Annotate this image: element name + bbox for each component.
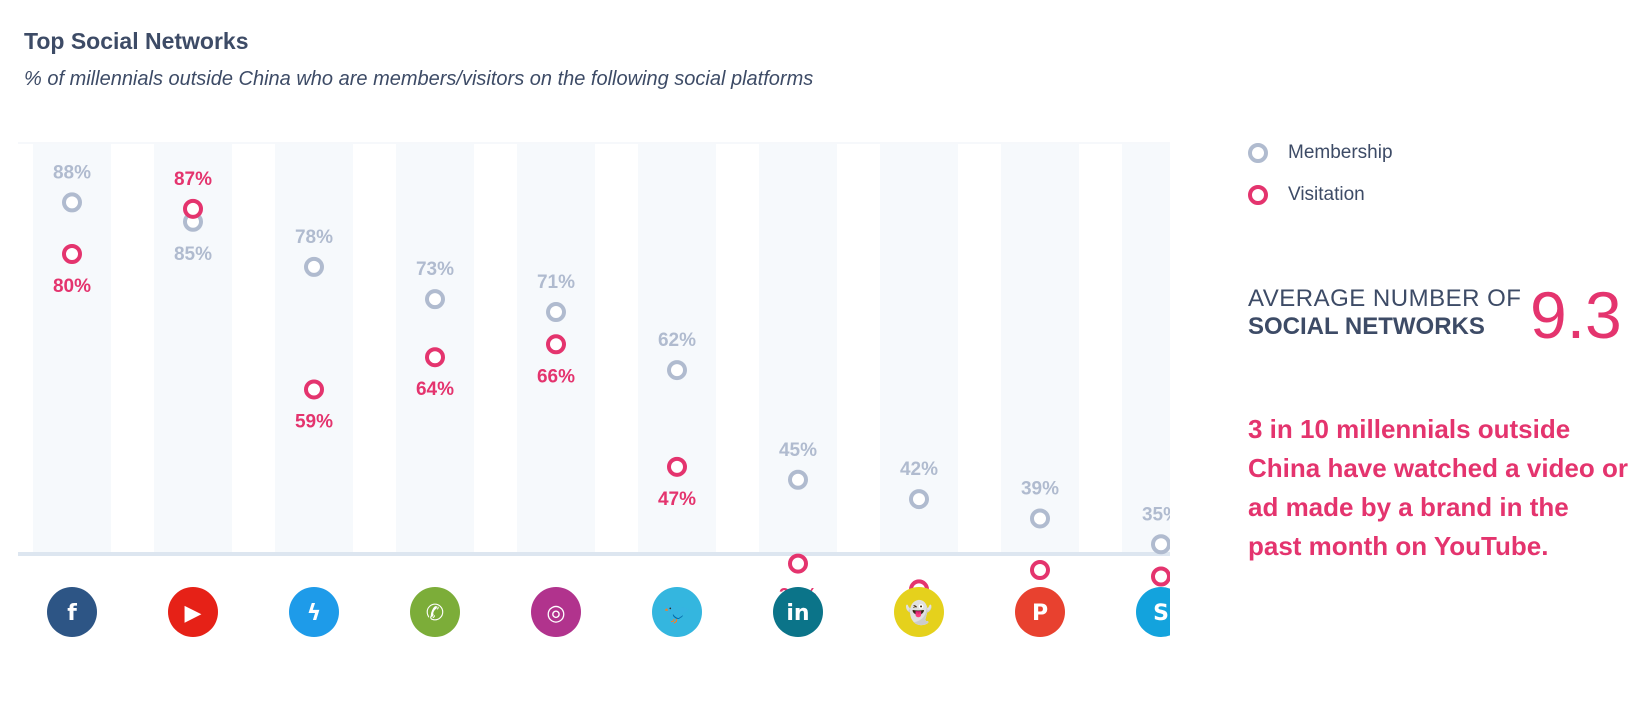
membership-point: [667, 360, 687, 381]
legend: Membership Visitation: [1248, 140, 1393, 224]
average-label-line2: SOCIAL NETWORKS: [1248, 313, 1485, 340]
messenger-icon-glyph: ϟ: [307, 601, 322, 626]
membership-value-label: 45%: [779, 440, 817, 461]
visitation-marker-icon: [1248, 185, 1268, 205]
chart-subtitle: % of millennials outside China who are m…: [24, 68, 814, 90]
messenger-icon: [289, 587, 339, 637]
visitation-value-label: 59%: [295, 411, 333, 432]
membership-point: [1151, 534, 1170, 555]
skype-icon-glyph: S: [1153, 601, 1169, 626]
membership-value-label: 62%: [658, 330, 696, 351]
pinterest-icon: [1015, 587, 1065, 637]
average-label-line1: AVERAGE NUMBER OF: [1248, 285, 1522, 312]
pinterest-icon-glyph: P: [1032, 601, 1048, 626]
visitation-value-label: 66%: [537, 366, 575, 387]
membership-point: [1030, 508, 1050, 529]
average-networks-value: 9.3: [1530, 278, 1622, 352]
legend-label-visitation: Visitation: [1288, 184, 1365, 205]
membership-value-label: 71%: [537, 272, 575, 293]
membership-value-label: 88%: [53, 162, 91, 183]
membership-value-label: 78%: [295, 227, 333, 248]
membership-point: [788, 469, 808, 490]
visitation-value-label: 80%: [53, 276, 91, 297]
legend-item-membership: Membership: [1248, 140, 1393, 166]
membership-point: [425, 289, 445, 310]
visitation-value-label: 87%: [174, 169, 212, 190]
column-background: [1122, 144, 1170, 552]
column-background: [880, 144, 958, 552]
dumbbell-chart: 88% 80% f 85% 87% ▶ 78% 59% ϟ 73% 64% ✆ 71% 66% ◎ 62% 47…: [18, 142, 1170, 637]
visitation-point: [304, 379, 324, 400]
column-background: [1001, 144, 1079, 552]
membership-value-label: 85%: [174, 244, 212, 265]
youtube-icon-glyph: ▶: [185, 601, 202, 626]
chart-title: Top Social Networks: [24, 28, 249, 54]
facebook-icon: [47, 587, 97, 637]
visitation-point: [425, 347, 445, 368]
visitation-point: [1030, 560, 1050, 581]
whatsapp-icon-glyph: ✆: [426, 601, 444, 626]
membership-value-label: 73%: [416, 259, 454, 280]
visitation-point: [667, 456, 687, 477]
visitation-point: [788, 553, 808, 574]
twitter-icon-glyph: 🐦: [663, 601, 690, 626]
membership-marker-icon: [1248, 143, 1268, 163]
average-networks-label: AVERAGE NUMBER OF SOCIAL NETWORKS: [1248, 285, 1521, 341]
membership-point: [62, 192, 82, 213]
linkedin-icon-glyph: in: [786, 601, 809, 626]
membership-point: [909, 489, 929, 510]
membership-value-label: 39%: [1021, 478, 1059, 499]
instagram-icon-glyph: ◎: [546, 601, 565, 626]
column-background: [638, 144, 716, 552]
visitation-point: [183, 198, 203, 219]
youtube-callout: 3 in 10 millennials outside China have w…: [1248, 414, 1628, 561]
instagram-icon: [531, 587, 581, 637]
skype-icon: [1136, 587, 1170, 637]
visitation-value-label: 47%: [658, 489, 696, 510]
legend-item-visitation: Visitation: [1248, 182, 1393, 208]
legend-label-membership: Membership: [1288, 142, 1393, 163]
membership-value-label: 35%: [1142, 504, 1170, 525]
facebook-icon-glyph: f: [67, 601, 77, 626]
visitation-point: [62, 244, 82, 264]
visitation-value-label: 64%: [416, 379, 454, 400]
membership-point: [304, 256, 324, 277]
youtube-icon: [168, 587, 218, 637]
twitter-icon: [652, 587, 702, 637]
visitation-point: [1151, 566, 1170, 587]
linkedin-icon: [773, 587, 823, 637]
visitation-point: [546, 334, 566, 355]
membership-point: [546, 302, 566, 323]
snapchat-icon-glyph: 👻: [905, 599, 932, 626]
snapchat-icon: [894, 587, 944, 637]
membership-value-label: 42%: [900, 459, 938, 480]
whatsapp-icon: [410, 587, 460, 637]
